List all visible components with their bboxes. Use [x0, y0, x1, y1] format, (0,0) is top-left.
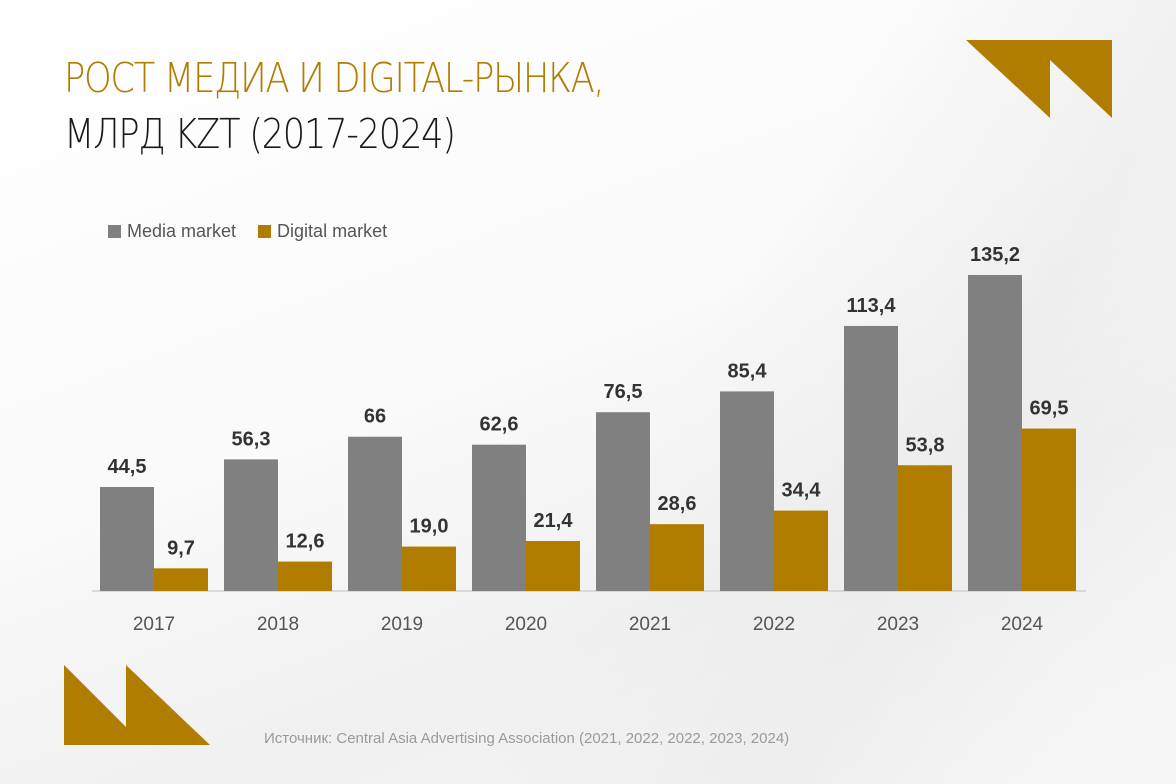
bar-media-2018: [224, 459, 278, 591]
data-label: 28,6: [658, 493, 697, 515]
chart-title-line2: МЛРД KZT (2017-2024): [64, 110, 456, 158]
data-label: 34,4: [782, 480, 822, 502]
source-note: Источник: Central Asia Advertising Assoc…: [264, 730, 790, 747]
data-label: 113,4: [847, 295, 897, 317]
bar-digital-2018: [278, 561, 332, 591]
legend: Media market Digital market: [108, 221, 387, 242]
data-label: 76,5: [604, 381, 643, 403]
bar-digital-2021: [650, 524, 704, 591]
legend-swatch-digital: [258, 225, 272, 238]
bar-media-2022: [720, 391, 774, 591]
data-label: 66: [364, 406, 386, 428]
bar-media-2021: [596, 412, 650, 591]
x-tick-label: 2024: [1001, 614, 1044, 635]
data-label: 44,5: [108, 456, 147, 478]
bar-media-2017: [100, 486, 154, 591]
x-tick-label: 2023: [877, 614, 919, 635]
x-tick-label: 2022: [753, 614, 795, 635]
x-tick-label: 2020: [505, 614, 547, 635]
x-tick-label: 2018: [257, 614, 299, 635]
data-label: 21,4: [534, 510, 574, 532]
data-label: 62,6: [480, 414, 519, 436]
data-label: 69,5: [1030, 398, 1069, 420]
legend-item-media: Media market: [108, 221, 236, 242]
data-label: 85,4: [728, 360, 768, 382]
bar-digital-2023: [898, 465, 952, 591]
data-label: 56,3: [232, 428, 271, 450]
data-label: 19,0: [410, 516, 449, 538]
x-tick-label: 2021: [629, 614, 671, 635]
bar-media-2019: [348, 436, 402, 591]
data-label: 12,6: [286, 531, 325, 553]
chart-title-line1: РОСТ МЕДИА И DIGITAL-РЫНКА,: [64, 54, 605, 102]
bar-media-2020: [472, 444, 526, 591]
x-tick-label: 2019: [381, 614, 423, 635]
legend-swatch-media: [108, 225, 121, 238]
legend-label: Digital market: [277, 221, 388, 241]
data-label: 135,2: [970, 244, 1020, 266]
bar-digital-2020: [526, 540, 580, 591]
bar-media-2024: [968, 275, 1022, 591]
corner-logo-top-right: [966, 40, 1112, 118]
legend-label: Media market: [127, 221, 237, 241]
data-label: 9,7: [167, 537, 195, 559]
corner-logo-bottom-left: [64, 665, 210, 745]
bar-digital-2022: [774, 510, 828, 591]
bar-digital-2024: [1022, 428, 1076, 591]
bar-digital-2017: [154, 568, 208, 591]
x-tick-label: 2017: [133, 614, 175, 635]
bar-media-2023: [844, 325, 898, 591]
legend-item-digital: Digital market: [258, 221, 387, 242]
data-label: 53,8: [906, 434, 945, 456]
bar-digital-2019: [402, 546, 456, 591]
